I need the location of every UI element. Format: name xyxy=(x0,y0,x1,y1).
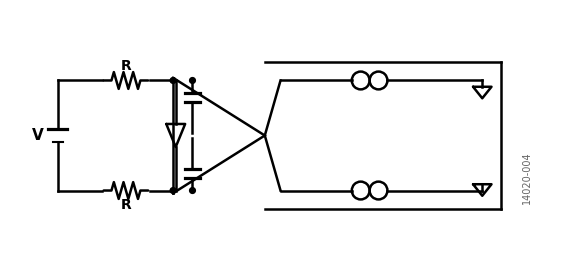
Circle shape xyxy=(190,188,196,193)
Circle shape xyxy=(190,78,196,83)
Circle shape xyxy=(170,188,176,193)
Circle shape xyxy=(170,78,176,83)
Text: R: R xyxy=(120,59,132,73)
Text: R: R xyxy=(120,198,132,212)
Text: 14020-004: 14020-004 xyxy=(522,151,532,204)
Text: V: V xyxy=(32,128,44,143)
